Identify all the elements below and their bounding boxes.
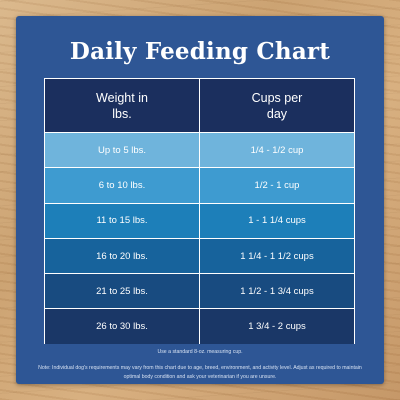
chart-title: Daily Feeding Chart <box>69 38 331 65</box>
table-row: Up to 5 lbs. 1/4 - 1/2 cup <box>45 132 354 168</box>
table-header-row: Weight in lbs. Cups per day <box>45 79 354 132</box>
table-row: 21 to 25 lbs. 1 1/2 - 1 3/4 cups <box>45 273 354 309</box>
table-row: 26 to 30 lbs. 1 3/4 - 2 cups <box>45 308 354 344</box>
weight-cell: 16 to 20 lbs. <box>96 250 148 262</box>
cups-cell: 1/4 - 1/2 cup <box>199 133 354 168</box>
cups-cell: 1 1/2 - 1 3/4 cups <box>199 274 354 309</box>
weight-cell: 26 to 30 lbs. <box>96 321 148 333</box>
weight-cell: 21 to 25 lbs. <box>96 285 148 297</box>
weight-cell: Up to 5 lbs. <box>97 144 147 156</box>
table-row: 16 to 20 lbs. 1 1/4 - 1 1/2 cups <box>45 237 354 274</box>
feeding-table: Weight in lbs. Cups per day Up to 5 lbs.… <box>44 78 355 344</box>
feeding-chart-card: Daily Feeding Chart Weight in lbs. Cups … <box>16 16 384 384</box>
table-row: 11 to 15 lbs. 1 - 1 1/4 cups <box>45 202 354 238</box>
disclaimer-note: Note: Individual dog's requirements may … <box>38 365 362 380</box>
cups-cell: 1 - 1 1/4 cups <box>199 203 354 238</box>
cups-cell: 1/2 - 1 cup <box>199 168 354 203</box>
measuring-cup-note: Use a standard 8-oz. measuring cup. <box>157 349 243 355</box>
weight-cell: 11 to 15 lbs. <box>96 215 148 227</box>
weight-cell: 6 to 10 lbs. <box>98 179 146 191</box>
table-row: 6 to 10 lbs. 1/2 - 1 cup <box>45 167 354 203</box>
header-cups: Cups per day <box>199 79 354 132</box>
cups-cell: 1 3/4 - 2 cups <box>199 309 354 344</box>
header-weight: Weight in lbs. <box>96 90 148 121</box>
cups-cell: 1 1/4 - 1 1/2 cups <box>199 238 354 274</box>
